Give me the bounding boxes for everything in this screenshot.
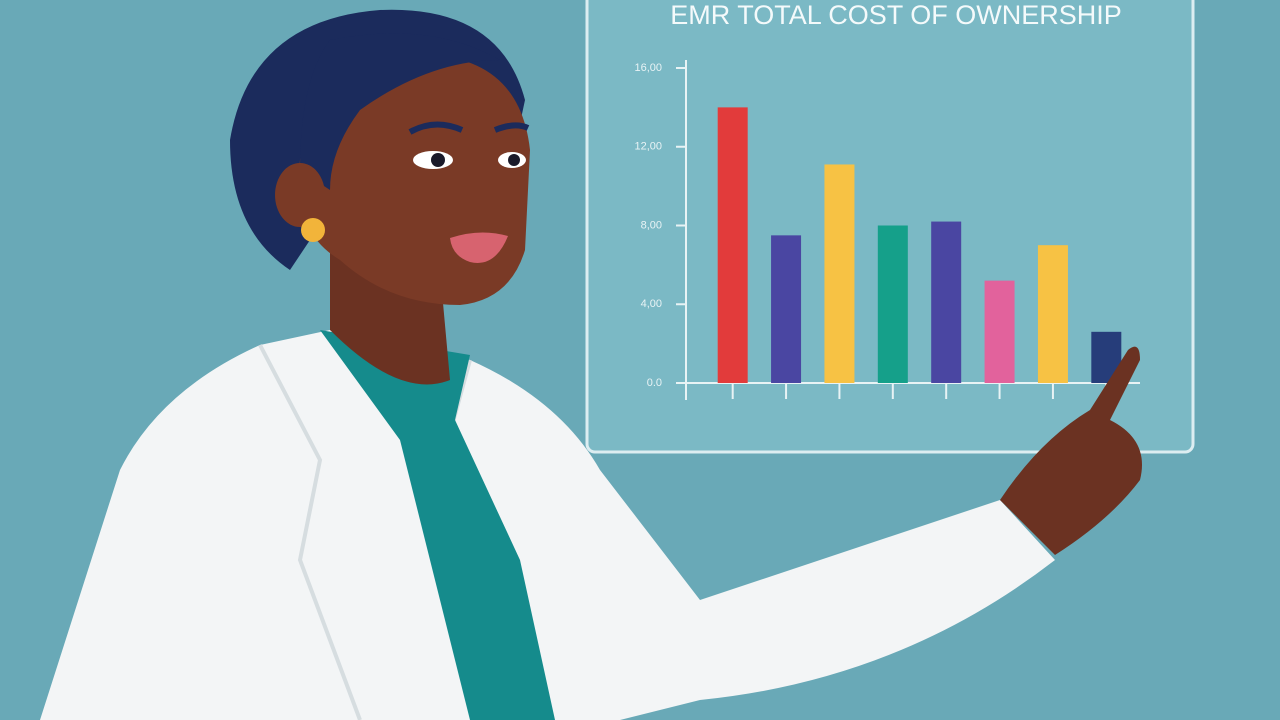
bar xyxy=(877,225,908,383)
ear xyxy=(275,163,325,227)
pupil xyxy=(431,153,445,167)
illustration xyxy=(40,9,1142,720)
bar xyxy=(984,280,1015,383)
y-tick-label: 4,00 xyxy=(641,298,662,310)
shirt xyxy=(320,330,555,720)
earring xyxy=(301,218,325,242)
bar xyxy=(931,221,962,383)
coat xyxy=(40,330,1055,720)
pupil xyxy=(508,154,520,166)
y-tick-label: 8,00 xyxy=(641,219,662,231)
eyebrows xyxy=(408,121,530,135)
bar xyxy=(771,235,802,383)
chart-title: EMR TOTAL COST OF OWNERSHIP xyxy=(670,0,1122,30)
bar xyxy=(717,107,748,383)
lips xyxy=(450,232,508,263)
chart: 0.0 4,00 8,00 12,00 16,00 xyxy=(634,60,1140,400)
y-tick-label: 12,00 xyxy=(634,141,662,153)
hair-front xyxy=(300,33,500,191)
bar xyxy=(1037,245,1068,383)
y-tick-label: 0.0 xyxy=(647,377,662,389)
y-tick-label: 16,00 xyxy=(634,62,662,74)
bar xyxy=(824,164,855,383)
hand xyxy=(1000,346,1142,555)
